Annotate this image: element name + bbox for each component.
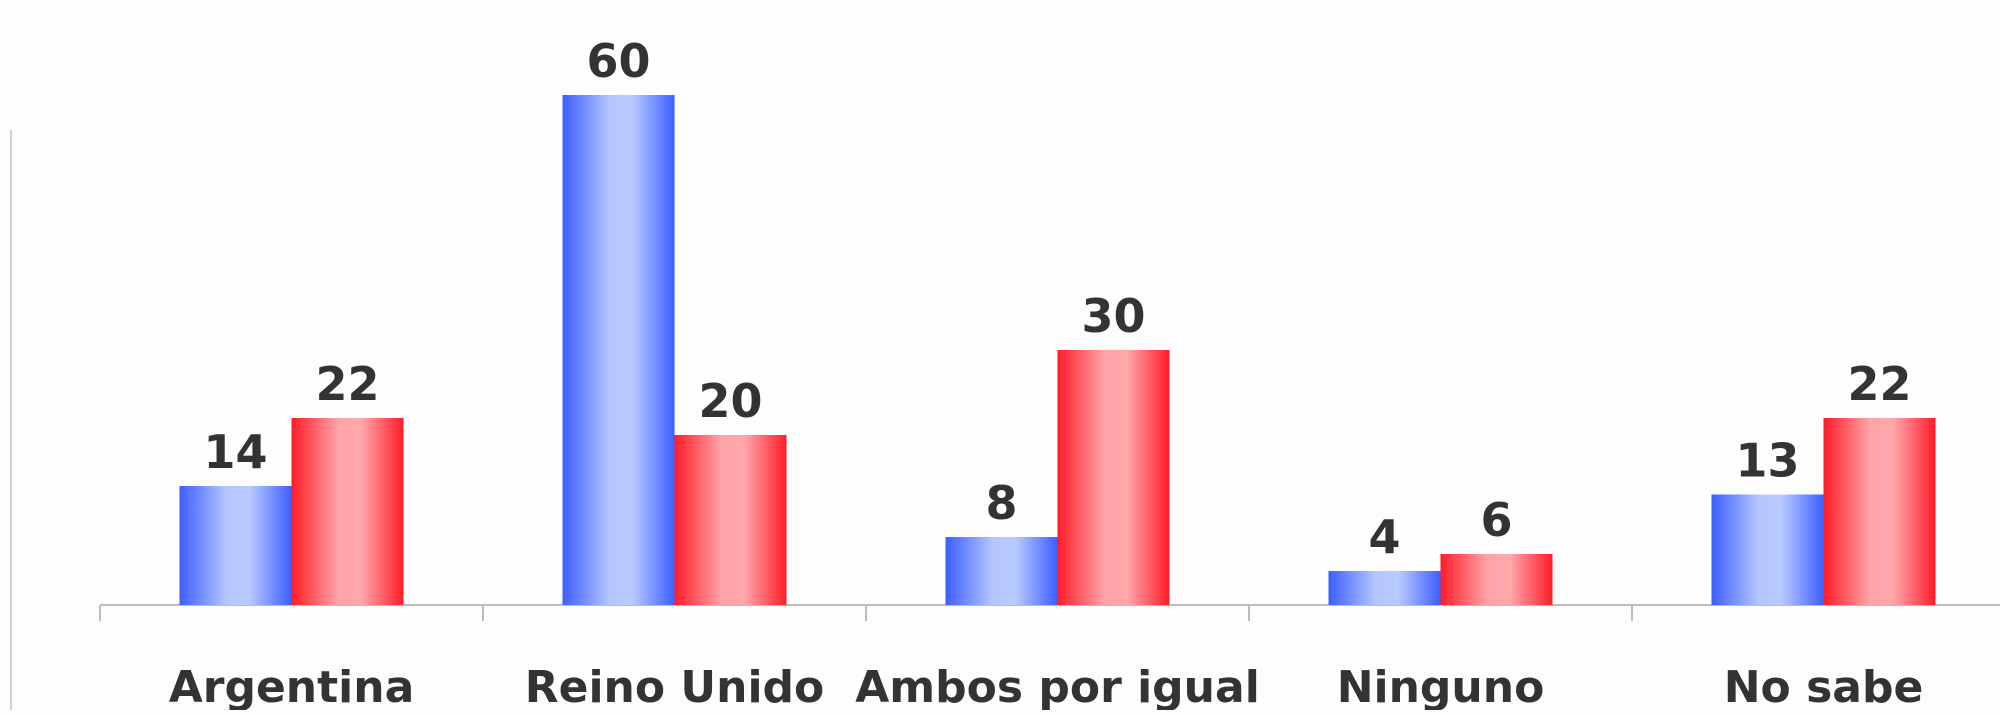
bar-series-1-argentina bbox=[179, 486, 292, 605]
data-labels: 14 22 60 20 8 30 4 6 13 22 bbox=[203, 34, 1911, 564]
bar-series-1-no-sabe bbox=[1711, 494, 1824, 605]
bar-series-2-no-sabe bbox=[1823, 418, 1936, 605]
bar-series-2-reino-unido bbox=[674, 435, 787, 605]
x-tick-labels: Argentina Reino Unido Ambos por igual Ningu… bbox=[169, 662, 1924, 713]
x-axis-ticks bbox=[99, 605, 1633, 621]
data-label: 22 bbox=[1847, 357, 1911, 411]
x-tick-label: Ambos por igual bbox=[855, 662, 1260, 710]
data-label: 20 bbox=[698, 374, 762, 428]
data-label: 8 bbox=[985, 476, 1017, 530]
data-label: 13 bbox=[1735, 434, 1799, 488]
data-label: 6 bbox=[1480, 493, 1512, 547]
bar-series-1-reino-unido bbox=[562, 95, 675, 605]
x-tick-label: Ninguno bbox=[1337, 662, 1545, 710]
bar-series-2-argentina bbox=[291, 418, 404, 605]
data-label: 4 bbox=[1368, 510, 1400, 564]
bars bbox=[179, 95, 1936, 605]
bar-series-2-ninguno bbox=[1440, 554, 1553, 605]
bar-series-1-ambos-por-igual bbox=[945, 537, 1058, 605]
data-label: 30 bbox=[1081, 289, 1145, 343]
bar-series-1-ninguno bbox=[1328, 571, 1441, 605]
data-label: 14 bbox=[203, 425, 267, 479]
data-label: 60 bbox=[586, 34, 650, 88]
x-tick-label: Argentina bbox=[169, 662, 415, 710]
x-tick-label: No sabe bbox=[1724, 662, 1924, 710]
bar-series-2-ambos-por-igual bbox=[1057, 350, 1170, 605]
x-tick-label: Reino Unido bbox=[525, 662, 825, 710]
data-label: 22 bbox=[315, 357, 379, 411]
